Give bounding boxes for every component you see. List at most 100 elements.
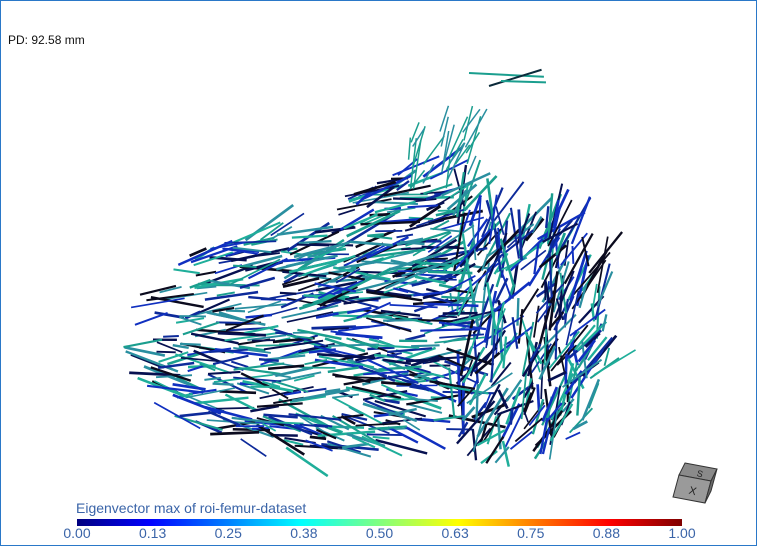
fiber [324,388,341,394]
fiber [406,393,466,406]
fiber [393,314,433,325]
fiber [457,421,469,438]
fiber [441,295,466,300]
fiber [504,410,524,448]
fiber [502,336,508,369]
fiber [366,185,395,209]
fiber [536,384,541,411]
fiber [440,275,476,296]
fiber [308,348,336,354]
fiber [157,361,195,370]
fiber [324,337,366,353]
fiber [348,194,366,203]
fiber [368,338,391,346]
fiber [247,334,287,341]
fiber [412,126,426,168]
fiber [163,335,179,338]
fiber [528,404,546,426]
fiber [330,330,380,340]
fiber [341,267,391,294]
fiber [304,359,328,366]
fiber [322,327,349,331]
fiber [405,367,445,378]
fiber [335,414,364,420]
fiber [285,446,329,478]
fiber [529,343,542,362]
fiber [570,196,592,245]
fiber [494,446,510,464]
colorbar-tick-label: 0.00 [63,525,91,541]
fiber [224,393,257,412]
fiber [493,301,506,336]
fiber [291,234,328,239]
fiber [407,137,412,160]
fiber [517,209,523,261]
fiber [332,266,391,281]
fiber [294,251,314,261]
fiber [380,309,421,317]
fiber [156,341,183,354]
fiber [317,353,376,360]
fiber [538,345,557,380]
fiber [272,336,315,344]
fiber [314,295,333,300]
fiber [283,439,304,446]
fiber [210,241,246,250]
fiber [438,321,487,331]
fiber [346,209,401,238]
fiber [409,169,426,190]
fiber [569,308,606,337]
fiber [230,360,249,368]
fiber [484,232,508,287]
fiber [232,246,272,254]
fiber [311,325,357,330]
fiber [396,180,410,191]
fiber [457,284,473,316]
fiber [442,256,464,272]
fiber [224,240,277,244]
fiber [555,298,564,321]
fiber [392,155,440,177]
fiber [247,300,282,314]
fiber [332,396,385,426]
fiber [472,410,486,453]
fiber [233,347,271,354]
fiber [339,208,375,231]
fiber [466,372,513,404]
fiber [362,402,418,423]
fiber [198,298,230,314]
fiber [319,245,346,258]
fiber [461,346,486,384]
fiber [432,219,450,231]
fiber [172,393,222,415]
fiber [563,233,594,285]
fiber [177,239,233,266]
fiber [283,390,302,396]
fiber [527,236,561,287]
orientation-cube-icon[interactable]: S X [671,453,731,508]
fiber [317,267,357,277]
fiber [209,348,248,353]
fiber [298,239,332,245]
fiber [193,251,234,267]
colorbar-tick-label: 1.00 [668,525,696,541]
fiber [259,222,284,241]
fiber [204,376,221,381]
fiber [427,270,473,275]
fiber [374,399,427,418]
fiber [511,317,519,349]
fiber [327,366,359,374]
fiber [568,407,594,434]
fiber [519,288,540,317]
fiber [268,415,313,436]
fiber [483,393,492,409]
fiber [536,302,553,323]
fiber [315,280,358,292]
fiber [238,345,266,352]
fiber [435,210,454,217]
fiber [193,349,221,364]
fiber [584,332,601,348]
fiber [461,406,476,422]
